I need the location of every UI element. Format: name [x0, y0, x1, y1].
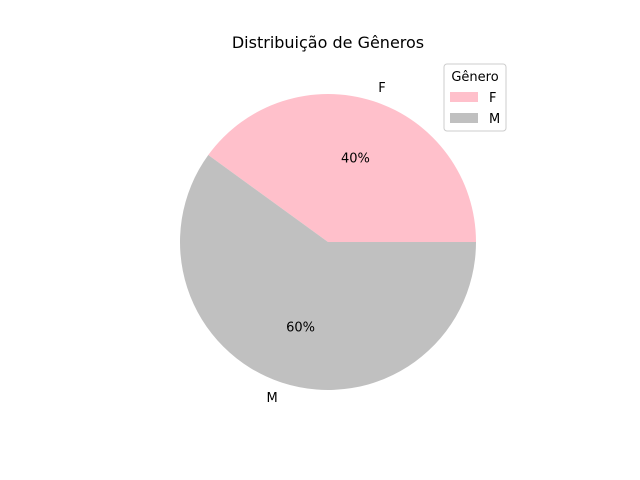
- pie-slice-m: [180, 155, 476, 390]
- percent-labels: 40% 60%: [286, 152, 370, 336]
- legend-label-f: F: [489, 91, 496, 106]
- chart-title: Distribuição de Gêneros: [232, 33, 424, 52]
- percent-label-f: 40%: [341, 152, 370, 167]
- legend-entries: FM: [450, 91, 500, 127]
- slice-labels: FM: [266, 81, 385, 406]
- legend-swatch-f: [450, 92, 478, 102]
- legend-title: Gênero: [451, 70, 498, 85]
- pie-slice-f: [208, 94, 477, 242]
- pie-slices: [180, 94, 477, 390]
- slice-label-m: M: [266, 391, 277, 406]
- percent-label-m: 60%: [286, 320, 315, 335]
- legend-label-m: M: [489, 112, 500, 127]
- legend-swatch-m: [450, 113, 478, 123]
- slice-label-f: F: [378, 81, 385, 96]
- legend: Gênero FM: [443, 63, 507, 132]
